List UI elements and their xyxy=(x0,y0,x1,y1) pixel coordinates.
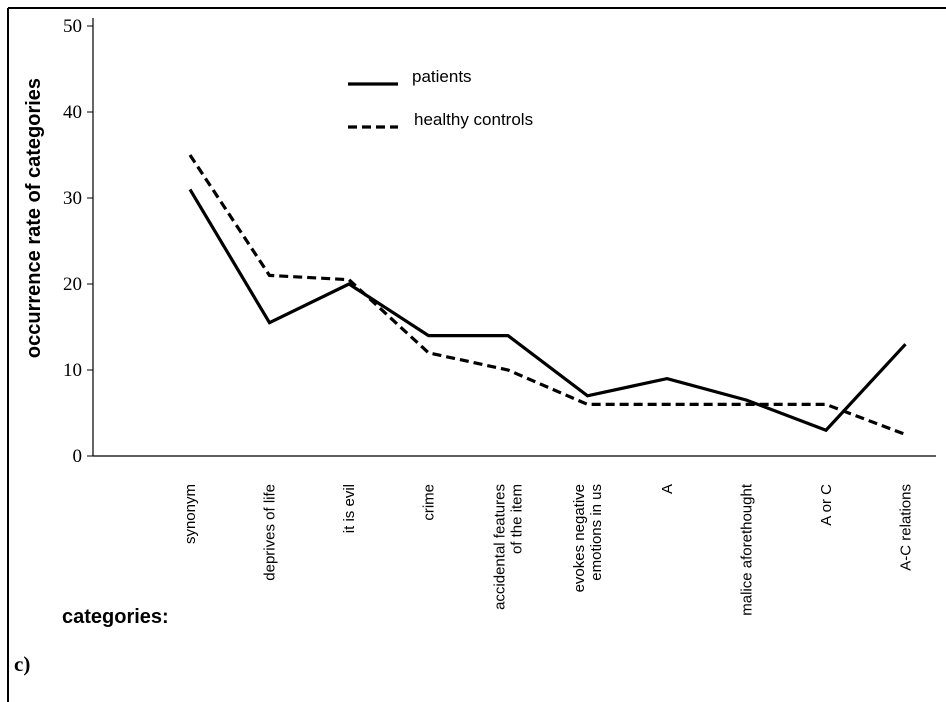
x-tick-label-line: accidental features xyxy=(492,484,509,610)
y-tick-label: 20 xyxy=(63,274,82,295)
legend-label-patients: patients xyxy=(412,67,472,86)
x-tick-label-line: A-C relations xyxy=(898,484,915,571)
series-layer xyxy=(188,154,907,436)
x-tick-label-line: emotions in us xyxy=(588,484,605,581)
series-line-patients xyxy=(188,188,907,433)
x-tick-label: A xyxy=(659,484,676,494)
y-tick-label: 0 xyxy=(73,446,83,467)
x-tick-label-line: evokes negative xyxy=(571,484,588,592)
y-tick-label: 40 xyxy=(63,102,82,123)
series-line-healthy-controls xyxy=(188,154,907,436)
x-tick-label-line: deprives of life xyxy=(262,484,279,581)
x-tick-label: evokes negative emotions in us xyxy=(571,484,605,592)
x-tick-label: malice aforethought xyxy=(739,483,756,616)
y-tick-label: 30 xyxy=(63,188,82,209)
x-tick-label-line: A xyxy=(659,484,676,494)
x-tick-label-line: it is evil xyxy=(341,484,358,533)
x-tick-label-line: malice aforethought xyxy=(739,483,756,616)
y-axis-label: occurrence rate of categories xyxy=(23,78,45,358)
y-ticks: 0 10 20 30 40 50 xyxy=(63,16,93,467)
y-tick-label: 50 xyxy=(63,16,82,37)
x-axis-label: categories: xyxy=(62,606,169,628)
x-tick-label-line: synonym xyxy=(182,484,199,544)
x-tick-label-line: A or C xyxy=(818,484,835,526)
x-tick-label-line: crime xyxy=(421,484,438,521)
x-tick-label: it is evil xyxy=(341,484,358,533)
x-tick-label: synonym xyxy=(182,484,199,544)
x-tick-labels: synonym deprives of life it is evil crime ac… xyxy=(182,483,915,616)
x-tick-label: accidental features of the item xyxy=(492,484,526,610)
x-tick-label: A-C relations xyxy=(898,484,915,571)
x-tick-label-line: of the item xyxy=(509,484,526,554)
x-tick-label: A or C xyxy=(818,484,835,526)
panel-label: c) xyxy=(14,652,30,676)
y-tick-label: 10 xyxy=(63,360,82,381)
legend: patients healthy controls xyxy=(348,67,533,129)
legend-label-healthy-controls: healthy controls xyxy=(414,110,533,129)
x-tick-label: crime xyxy=(421,484,438,521)
x-tick-label: deprives of life xyxy=(262,484,279,581)
